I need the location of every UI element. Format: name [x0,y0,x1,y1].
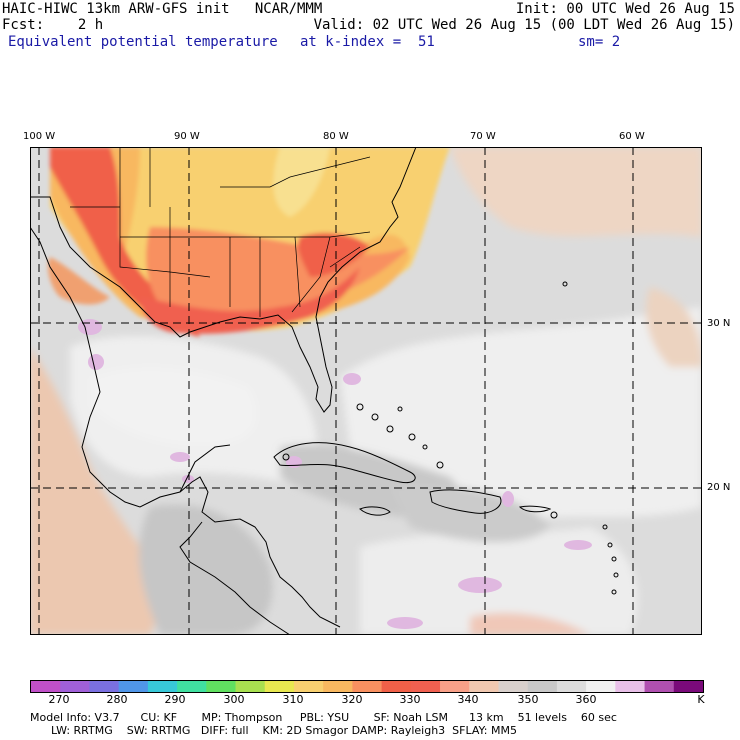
field-region-gray-hispaniola [390,484,550,542]
colorbar-swatch [352,681,383,692]
field-region-salmon-southeast [146,227,410,324]
lon-label-80w: 80 W [323,131,349,142]
colorbar-label-330: 330 [399,693,421,706]
island-2 [371,413,379,421]
lon-label-100w: 100 W [23,131,56,142]
island-14 [550,511,558,519]
field-region-red-texas [48,257,110,305]
colorbar-swatch [615,681,646,692]
colorbar-swatch [469,681,499,692]
field-spot-lilac-9 [387,617,423,629]
coastline-cuba [273,442,416,484]
field-region-tan-south [470,613,590,635]
colorbar-swatch [147,681,178,692]
colorbar-label-320: 320 [341,693,363,706]
forecast-hour: Fcst: 2 h [2,17,104,33]
field-region-light-appalachians [273,147,330,217]
island-13 [562,281,568,287]
init-time: Init: 00 UTC Wed 26 Aug 15 [515,1,735,17]
map-frame [30,147,702,635]
island-5 [408,433,416,441]
field-spot-lilac-6 [458,577,502,593]
coastline-jamaica [359,506,391,516]
coastline-yucatan-gulf [179,444,231,493]
colorbar-frame [30,680,704,693]
colorbar-swatch [293,681,324,692]
field-spot-lilac-7 [564,540,592,550]
colorbar-label-340: 340 [457,693,479,706]
island-15 [282,453,290,461]
colorbar-swatch [381,681,412,692]
colorbar-swatch [89,681,120,692]
smoothing-label: sm= 2 [578,34,621,50]
colorbar-swatch [410,681,441,692]
field-spot-lilac-5 [343,373,361,385]
colorbar-label-300: 300 [223,693,245,706]
lon-label-90w: 90 W [174,131,200,142]
island-1 [356,403,364,411]
level-label: at k-index = 51 [300,34,435,50]
colorbar-swatch [118,681,149,692]
state-borders [70,147,371,317]
field-spot-lilac-8 [502,491,514,507]
colorbar-swatch [527,681,558,692]
island-12 [611,589,617,595]
colorbar-unit: K [697,693,705,706]
coastline-hispaniola [429,489,502,514]
colorbar-swatch [586,681,616,692]
footer-physics: LW: RRTMG SW: RRTMG DIFF: full KM: 2D Sm… [30,724,517,737]
coastline-puerto-rico [518,505,552,513]
field-spot-lilac-2 [88,354,104,370]
field-spot-lilac-3 [170,452,190,462]
valid-time: Valid: 02 UTC Wed 26 Aug 15 (00 LDT Wed … [313,17,735,33]
field-region-red-plains [50,147,200,337]
field-region-tan-northeast [450,147,702,237]
island-3 [386,425,394,433]
field-region-red-carolinas [298,232,370,277]
field-region-light-central-gulf [90,366,258,447]
field-region-gray-central-america [139,504,273,635]
colorbar-label-290: 290 [164,693,186,706]
island-7 [436,461,444,469]
colorbar-swatch [498,681,529,692]
island-11 [613,572,619,578]
colorbar-swatch [235,681,266,692]
colorbar-label-280: 280 [106,693,128,706]
lat-label-30n: 30 N [707,318,731,329]
field-name: Equivalent potential temperature [8,34,278,50]
model-title: HAIC-HIWC 13km ARW-GFS init NCAR/MMM [2,1,323,17]
island-10 [611,556,617,562]
colorbar [30,680,704,693]
coastline-us [30,147,417,413]
colorbar-swatch [264,681,295,692]
island-6 [422,444,428,450]
colorbar-swatch [440,681,470,692]
theta-e-map [30,147,702,635]
lon-label-60w: 60 W [619,131,645,142]
colorbar-swatch [206,681,237,692]
lon-label-70w: 70 W [470,131,496,142]
coastline-mexico [30,226,341,628]
footer-model-info: Model Info: V3.7 CU: KF MP: Thompson PBL… [30,711,617,724]
colorbar-label-270: 270 [48,693,70,706]
colorbar-label-310: 310 [282,693,304,706]
field-spot-lilac-1 [78,319,102,335]
coastline-central-america [179,521,291,635]
field-region-red-gulf-coast [140,267,360,334]
field-region-tan-east [646,287,702,367]
island-8 [602,524,608,530]
colorbar-swatch [673,681,704,692]
colorbar-swatch [556,681,587,692]
colorbar-swatch [177,681,207,692]
island-9 [607,542,613,548]
colorbar-swatch [31,681,61,692]
island-4 [397,406,403,412]
lat-label-20n: 20 N [707,482,731,493]
colorbar-swatch [323,681,353,692]
colorbar-swatch [644,681,675,692]
colorbar-label-350: 350 [517,693,539,706]
field-region-tan-mexico [30,347,170,635]
colorbar-swatch [60,681,90,692]
colorbar-label-360: 360 [575,693,597,706]
